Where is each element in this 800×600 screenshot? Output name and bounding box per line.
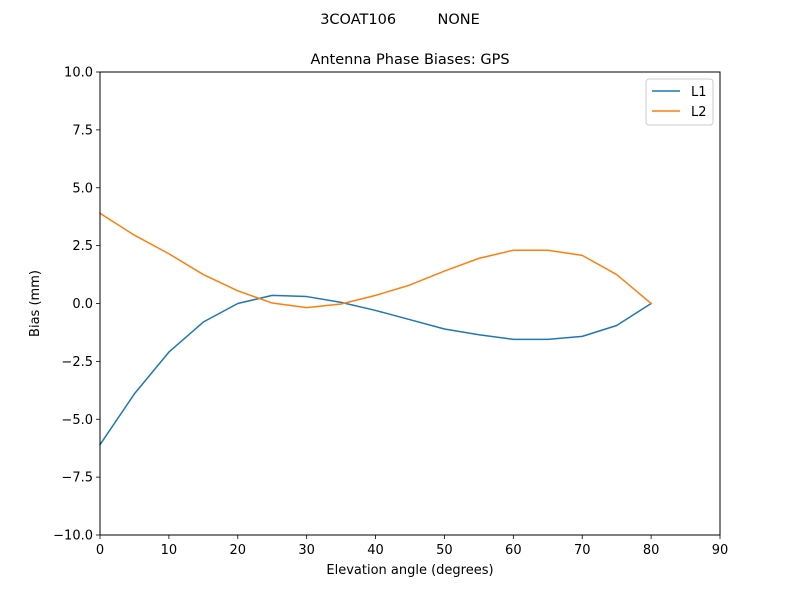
y-tick-label: −5.0 (61, 413, 93, 428)
series-line-l1 (98, 294, 653, 446)
chart-suptitle: 3COAT106 NONE (320, 12, 480, 28)
x-axis: 0 10 20 30 40 50 60 70 80 90 (96, 535, 728, 558)
y-tick-label: −10.0 (53, 529, 93, 544)
x-tick-label: 70 (574, 543, 591, 558)
y-tick-label: 10.0 (64, 66, 93, 81)
x-axis-label: Elevation angle (degrees) (326, 563, 493, 578)
plot-area (98, 212, 653, 446)
x-tick-label: 50 (436, 543, 453, 558)
legend-label-l2: L2 (691, 105, 707, 120)
x-tick-label: 80 (643, 543, 660, 558)
y-axis-label: Bias (mm) (28, 270, 43, 337)
x-tick-label: 30 (298, 543, 315, 558)
x-tick-label: 20 (230, 543, 247, 558)
x-tick-label: 0 (96, 543, 104, 558)
plot-frame (99, 71, 721, 536)
y-tick-label: −7.5 (61, 471, 93, 486)
legend-label-l1: L1 (691, 85, 707, 100)
y-tick-label: 2.5 (72, 239, 93, 254)
x-tick-label: 10 (161, 543, 178, 558)
y-axis: −10.0 −7.5 −5.0 −2.5 0.0 2.5 5.0 7.5 10.0 (53, 66, 100, 544)
x-tick-label: 40 (367, 543, 384, 558)
x-tick-label: 60 (505, 543, 522, 558)
y-tick-label: 0.0 (72, 297, 93, 312)
y-tick-label: 5.0 (72, 181, 93, 196)
chart-title: Antenna Phase Biases: GPS (310, 52, 509, 68)
series-line-l2 (98, 212, 653, 309)
y-tick-label: 7.5 (72, 123, 93, 138)
y-tick-label: −2.5 (61, 355, 93, 370)
x-tick-label: 90 (712, 543, 729, 558)
